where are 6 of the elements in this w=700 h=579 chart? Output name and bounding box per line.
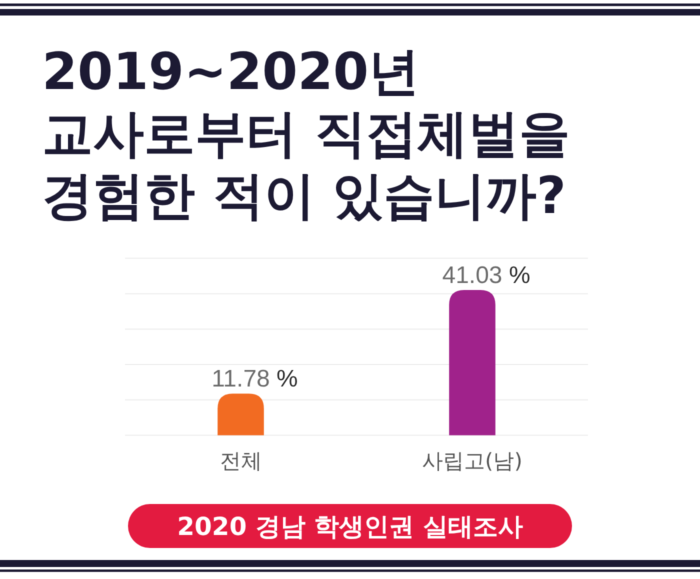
title: 2019~2020년 교사로부터 직접체벌을 경험한 적이 있습니까? — [42, 43, 570, 226]
data-label: 11.78 % — [212, 366, 298, 393]
data-label: 41.03 % — [442, 262, 530, 290]
x-tick-label: 사립고(남) — [422, 449, 522, 473]
text: 2020 경남 학생인권 실태조사 — [177, 512, 523, 541]
x-tick-label: 전체 — [220, 449, 262, 473]
